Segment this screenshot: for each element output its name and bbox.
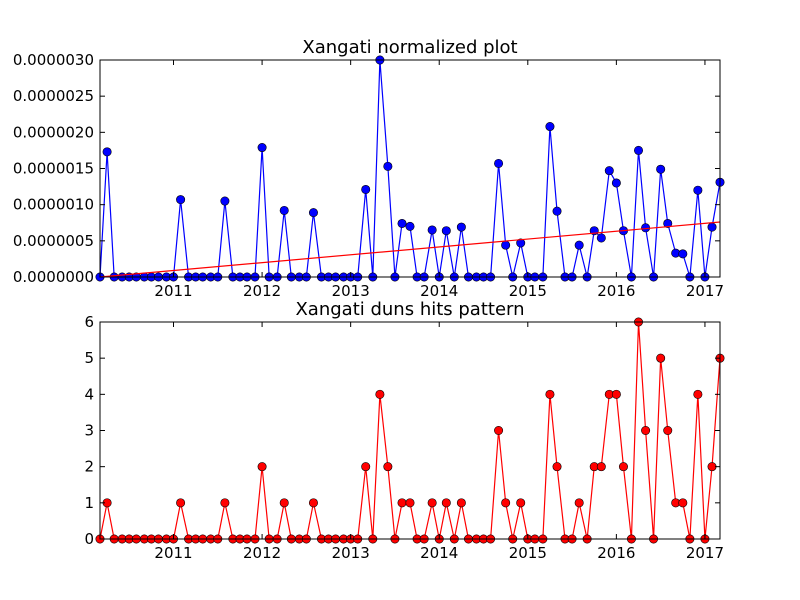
- data-point: [663, 218, 673, 228]
- data-point: [427, 498, 437, 508]
- data-point: [552, 462, 562, 472]
- x-tick-label: 2017: [686, 282, 724, 300]
- y-tick-label: 2: [84, 458, 94, 476]
- data-point: [707, 462, 717, 472]
- data-point: [641, 425, 651, 435]
- data-point: [441, 498, 451, 508]
- normalized-plot-title: Xangati normalized plot: [302, 37, 517, 58]
- data-point: [501, 240, 511, 250]
- x-tick-label: 2014: [420, 544, 458, 562]
- data-point: [405, 498, 415, 508]
- data-point: [257, 462, 267, 472]
- data-point: [176, 195, 186, 205]
- data-point: [257, 143, 267, 153]
- data-point: [516, 238, 526, 248]
- data-point: [456, 222, 466, 232]
- data-point: [611, 178, 621, 188]
- data-point: [574, 498, 584, 508]
- data-point: [545, 389, 555, 399]
- duns-hits-title: Xangati duns hits pattern: [295, 299, 524, 320]
- x-tick-label: 2012: [243, 544, 281, 562]
- data-point: [618, 462, 628, 472]
- x-tick-label: 2016: [597, 282, 635, 300]
- y-tick-label: 1: [84, 494, 94, 512]
- data-point: [501, 498, 511, 508]
- data-point: [308, 208, 318, 218]
- data-point: [552, 206, 562, 216]
- y-tick-label: 0.0000030: [13, 51, 94, 69]
- y-tick-label: 4: [84, 385, 94, 403]
- x-tick-label: 2011: [154, 282, 192, 300]
- data-point: [102, 147, 112, 157]
- data-point: [361, 462, 371, 472]
- data-point: [397, 498, 407, 508]
- data-point: [220, 498, 230, 508]
- data-point: [383, 462, 393, 472]
- data-point: [494, 158, 504, 168]
- data-point: [693, 185, 703, 195]
- data-point: [397, 218, 407, 228]
- data-point: [176, 498, 186, 508]
- data-point: [596, 233, 606, 243]
- y-tick-label: 6: [84, 313, 94, 331]
- data-point: [279, 498, 289, 508]
- trend-line: [99, 221, 721, 278]
- data-point: [656, 164, 666, 174]
- data-point: [604, 166, 614, 176]
- data-point: [279, 205, 289, 215]
- y-tick-label: 0.0000015: [13, 160, 94, 178]
- y-tick-label: 0.0000010: [13, 196, 94, 214]
- x-tick-label: 2013: [332, 544, 370, 562]
- data-point: [656, 353, 666, 363]
- x-tick-label: 2017: [686, 544, 724, 562]
- data-point: [693, 389, 703, 399]
- x-tick-label: 2016: [597, 544, 635, 562]
- data-point: [383, 161, 393, 171]
- x-tick-label: 2014: [420, 282, 458, 300]
- normalized-plot-chart: Xangati normalized plot 2011 2012 2013 2014…: [13, 37, 725, 300]
- normalized-plot-area: 2011 2012 2013 2014 2015 2016 2017 0.0000000 0.0…: [13, 51, 725, 300]
- data-point: [663, 425, 673, 435]
- duns-hits-plot-area: 2011 2012 2013 2014 2015 2016 2017 0 1 2 3 4 5 6: [84, 313, 725, 562]
- x-tick-label: 2012: [243, 282, 281, 300]
- y-tick-label: 3: [84, 422, 94, 440]
- data-point: [545, 122, 555, 132]
- data-point: [375, 389, 385, 399]
- x-tick-label: 2015: [509, 282, 547, 300]
- data-point: [634, 145, 644, 155]
- data-point: [678, 498, 688, 508]
- x-tick-label: 2013: [332, 282, 370, 300]
- data-point: [494, 425, 504, 435]
- duns-hits-chart: Xangati duns hits pattern 2011 2012 2013 20…: [84, 299, 725, 562]
- x-tick-label: 2015: [509, 544, 547, 562]
- y-tick-label: 5: [84, 349, 94, 367]
- y-tick-label: 0.0000005: [13, 232, 94, 250]
- data-point: [611, 389, 621, 399]
- data-point: [405, 221, 415, 231]
- data-point: [427, 225, 437, 235]
- x-tick-label: 2011: [154, 544, 192, 562]
- data-point: [574, 240, 584, 250]
- data-point: [516, 498, 526, 508]
- data-point: [308, 498, 318, 508]
- data-point: [596, 462, 606, 472]
- data-point: [707, 222, 717, 232]
- data-point: [456, 498, 466, 508]
- data-point: [441, 226, 451, 236]
- y-tick-label: 0.0000000: [13, 268, 94, 286]
- y-tick-label: 0: [84, 530, 94, 548]
- y-tick-label: 0.0000020: [13, 123, 94, 141]
- y-tick-label: 0.0000025: [13, 87, 94, 105]
- data-point: [678, 249, 688, 259]
- data-point: [361, 184, 371, 194]
- data-point: [220, 196, 230, 206]
